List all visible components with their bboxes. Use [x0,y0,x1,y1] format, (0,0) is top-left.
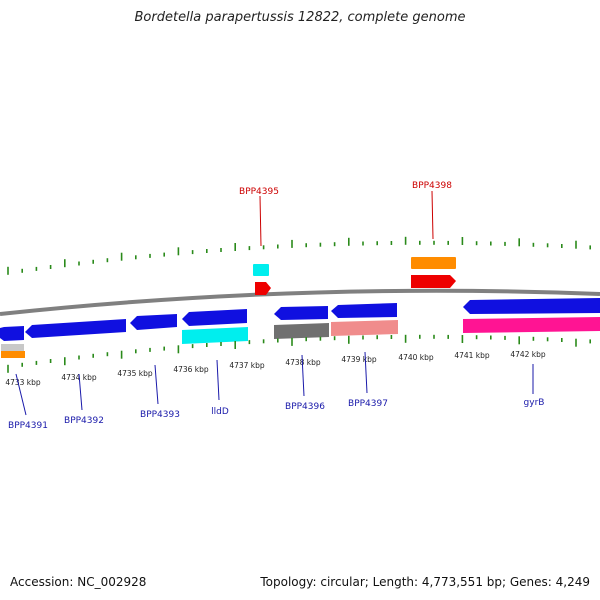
feature-red-arrow-4398[interactable] [411,275,456,288]
bar-cyan-lldd[interactable] [182,327,248,344]
label-bpp4396[interactable]: BPP4396 [285,402,325,412]
feature-orange-top[interactable] [411,257,456,269]
coordinate-label: 4736 kbp [173,365,209,374]
genome-backbone [0,288,600,316]
outer-tick-track [7,236,592,275]
inner-tick-track [7,334,592,373]
gene-arrow-gyrb[interactable] [463,298,600,314]
label-bpp4395[interactable]: BPP4395 [239,187,279,197]
gene-labels: BPP4395 BPP4398 BPP4391 BPP4392 BPP4393 … [8,181,544,431]
bar-gray-4396[interactable] [274,323,329,339]
label-bpp4391[interactable]: BPP4391 [8,421,48,431]
coordinate-label: 4740 kbp [398,353,434,362]
coordinate-label: 4735 kbp [117,369,153,378]
category-bars [1,317,600,358]
cds-row [0,298,600,341]
coordinate-label: 4733 kbp [5,378,41,387]
coordinate-label: 4737 kbp [229,361,265,370]
gene-arrow-bpp4392[interactable] [25,319,126,338]
label-bpp4392[interactable]: BPP4392 [64,416,104,426]
map-title: Bordetella parapertussis 12822, complete… [134,10,466,25]
genome-summary-text: Topology: circular; Length: 4,773,551 bp… [260,575,590,589]
gene-arrow-bpp4397[interactable] [331,303,397,318]
label-bpp4393[interactable]: BPP4393 [140,410,180,420]
forward-features [253,257,456,295]
gene-arrow-bpp4393[interactable] [130,314,177,330]
bar-salmon-4397[interactable] [331,320,398,336]
gene-arrow-lldd[interactable] [182,309,247,326]
label-bpp4397[interactable]: BPP4397 [348,399,388,409]
bar-silver-4391[interactable] [1,344,24,351]
label-lldd[interactable]: lldD [211,407,229,417]
accession-text: Accession: NC_002928 [10,575,147,589]
feature-cyan-top[interactable] [253,264,269,276]
bar-magenta-gyrb[interactable] [463,317,600,333]
bar-orange-4391[interactable] [1,351,25,358]
coordinate-label: 4741 kbp [454,351,490,360]
label-bpp4398[interactable]: BPP4398 [412,181,452,191]
label-gyrb[interactable]: gyrB [524,398,545,408]
feature-red-top-arrow[interactable] [255,282,271,295]
gene-arrow-bpp4391[interactable] [0,326,24,341]
coordinate-label: 4742 kbp [510,350,546,359]
gene-arrow-bpp4396[interactable] [274,306,328,320]
coordinate-label: 4738 kbp [285,358,321,367]
coordinate-label: 4739 kbp [341,355,377,364]
